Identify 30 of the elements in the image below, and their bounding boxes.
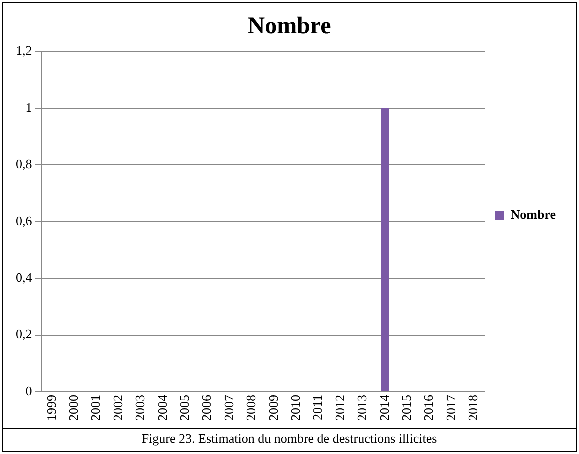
y-tick-label: 0,2 [16,326,32,342]
x-tick-label: 2009 [266,395,281,421]
x-tick-label: 2013 [354,395,370,421]
caption: Figure 23. Estimation du nombre de destructions illicites [140,431,438,447]
chart-title: Nombre [248,14,332,40]
y-tick-label: 0 [26,383,32,398]
x-tick-label: 2006 [199,394,214,421]
x-tick-label: 2014 [376,394,392,421]
y-tick-label: 1 [26,100,32,115]
x-tick-label: 2003 [132,395,148,421]
x-tick-label: 2018 [466,395,481,421]
x-tick-label: 2004 [154,394,170,421]
x-tick-label: 2017 [443,394,458,421]
x-tick-label: 2011 [310,395,326,421]
x-tick-label: 2016 [421,394,436,421]
x-tick-label: 2008 [244,395,259,421]
x-tick-label: 2007 [221,394,236,421]
x-tick-label: 2015 [398,395,414,421]
y-tick-label: 0,6 [16,213,33,228]
x-tick-label: 2005 [176,395,192,421]
x-tick-label: 2001 [88,395,104,421]
x-tick-label: 1999 [44,395,59,421]
y-tick-label: 0,8 [16,156,32,172]
legend-label: Nombre [510,206,556,222]
x-tick-label: 2010 [288,395,303,421]
x-tick-label: 2002 [110,395,126,421]
x-tick-label: 2000 [66,395,81,421]
x-tick-label: 2012 [332,395,348,421]
y-tick-label: 0,4 [16,270,33,286]
y-tick-label: 1,2 [16,43,32,58]
